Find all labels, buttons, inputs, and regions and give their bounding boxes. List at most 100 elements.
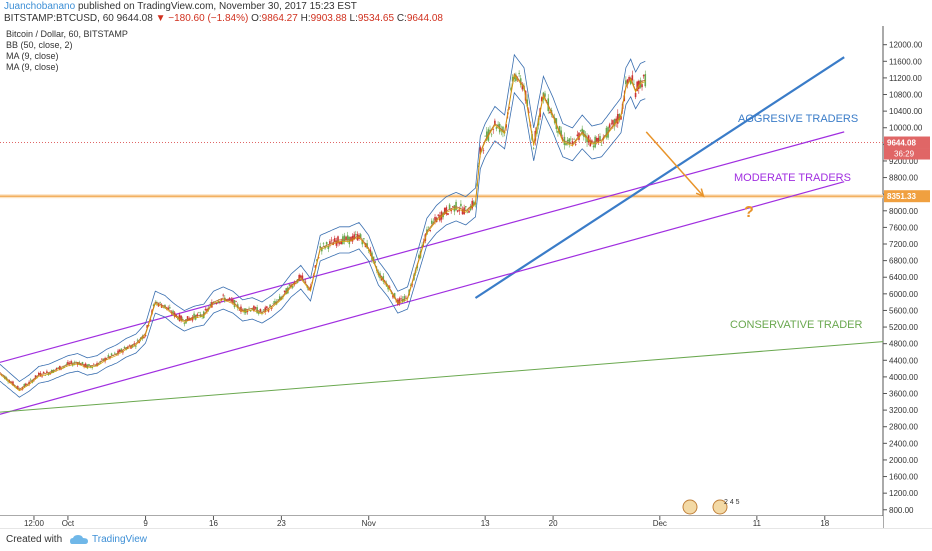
candle-body [80, 363, 82, 366]
down-triangle-icon: ▼ [155, 13, 166, 24]
time-axis[interactable]: 12:00 Oct 9 16 23 Nov 13 20 Dec 11 18 [0, 515, 883, 528]
candle-body [325, 241, 328, 245]
candle-body [455, 201, 457, 211]
candle-body [57, 367, 60, 369]
candle-body [608, 124, 611, 128]
candle-body [44, 375, 47, 376]
candle-body [471, 200, 474, 209]
y-tick-label: 6000.00 [889, 290, 918, 299]
candle-body [223, 297, 226, 302]
candle-body [29, 379, 32, 381]
candle-body [42, 371, 45, 373]
candle-body [330, 239, 333, 241]
y-tick-label: 4400.00 [889, 356, 918, 365]
candle-body [566, 139, 569, 142]
candle-body [574, 144, 577, 145]
candle-body [277, 299, 279, 301]
time-axis-background [0, 516, 883, 528]
candle-body [435, 217, 438, 223]
channel-lower-line [0, 181, 845, 415]
legend-title: Bitcoin / Dollar, 60, BITSTAMP [6, 29, 128, 39]
chart-legend: Bitcoin / Dollar, 60, BITSTAMP BB (50, c… [6, 29, 128, 72]
aggressive-label: AGGRESIVE TRADERS [738, 113, 858, 125]
candle-body [319, 246, 322, 249]
y-tick-label: 10400.00 [889, 107, 923, 116]
publish-info: published on TradingView.com, November 3… [77, 1, 357, 12]
y-tick-label: 1200.00 [889, 489, 918, 498]
candle-body [68, 362, 71, 365]
candle-body [215, 303, 218, 304]
candle-body [15, 387, 17, 388]
footer: Created with TradingView [0, 528, 932, 551]
candle-body [38, 372, 40, 376]
candle-body [225, 299, 228, 302]
price-axis[interactable]: 800.00 1200.00 1600.00 2000.00 2400.00 2800.0… [882, 26, 932, 528]
candle-body [361, 240, 364, 245]
candle-body [138, 341, 140, 344]
candle-body [194, 314, 197, 320]
tradingview-brand-link[interactable]: TradingView [92, 534, 148, 545]
symbol: BITSTAMP:BTCUSD, 60 [4, 13, 114, 24]
candle-body [485, 131, 488, 140]
candle-body [136, 339, 139, 341]
legend-ma2: MA (9, close) [6, 62, 59, 72]
candle-body [497, 124, 499, 127]
candle-body [427, 226, 430, 228]
candle-body [479, 147, 482, 155]
price-axis-background [883, 26, 932, 528]
author-link[interactable]: Juanchobanano [4, 1, 76, 12]
candle-body [560, 130, 562, 137]
candle-body [70, 361, 72, 364]
candle-body [464, 206, 467, 208]
candle-body [641, 84, 643, 88]
candle-body [510, 87, 512, 91]
candle-body [4, 376, 6, 379]
chart-area[interactable]: 800.00 1200.00 1600.00 2000.00 2400.00 2800.0… [0, 26, 932, 528]
candle-body [620, 116, 622, 120]
candle-body [293, 282, 296, 285]
candle-body [406, 300, 409, 302]
candle-body [246, 310, 249, 313]
event-badge-1[interactable] [682, 499, 698, 515]
candle-body [46, 371, 48, 373]
event-badges[interactable]: 2 4 5 [682, 499, 740, 515]
candle-body [508, 107, 511, 108]
candle-body [152, 304, 155, 307]
close-value: 9644.08 [406, 13, 443, 24]
x-tick-label: Nov [362, 519, 376, 528]
legend-ma1: MA (9, close) [6, 51, 59, 61]
candle-body [300, 275, 302, 278]
candle-body [183, 323, 186, 325]
candle-body [84, 363, 87, 367]
candle-body [159, 302, 161, 303]
candle-body [492, 129, 495, 130]
candle-body [269, 304, 271, 307]
candle-body [193, 313, 195, 319]
y-tick-label: 10000.00 [889, 124, 923, 133]
candle-body [592, 145, 595, 148]
candle-body [557, 130, 559, 133]
candle-body [633, 84, 635, 85]
candle-body [437, 214, 440, 216]
candle-body [579, 129, 582, 131]
event-badge-2[interactable] [712, 499, 728, 515]
candle-body [631, 75, 634, 81]
candle-body [188, 318, 191, 321]
candle-body [274, 300, 276, 304]
candle-body [489, 129, 491, 132]
candle-body [642, 75, 645, 77]
y-tick-label: 6800.00 [889, 257, 918, 266]
candle-body [458, 210, 461, 212]
event-badge-digits: 2 4 5 [724, 499, 740, 506]
candle-body [549, 112, 551, 113]
countdown-tag-text: 36:29 [894, 150, 915, 159]
last-price-tag-text: 9644.08 [887, 139, 916, 148]
candle-body [275, 301, 278, 305]
candle-body [135, 345, 137, 347]
arrow-head [695, 188, 705, 198]
candle-body [610, 122, 613, 124]
candle-body [230, 299, 233, 301]
candle-body [447, 213, 449, 216]
candle-body [466, 212, 469, 214]
bb-upper-band [0, 53, 646, 383]
